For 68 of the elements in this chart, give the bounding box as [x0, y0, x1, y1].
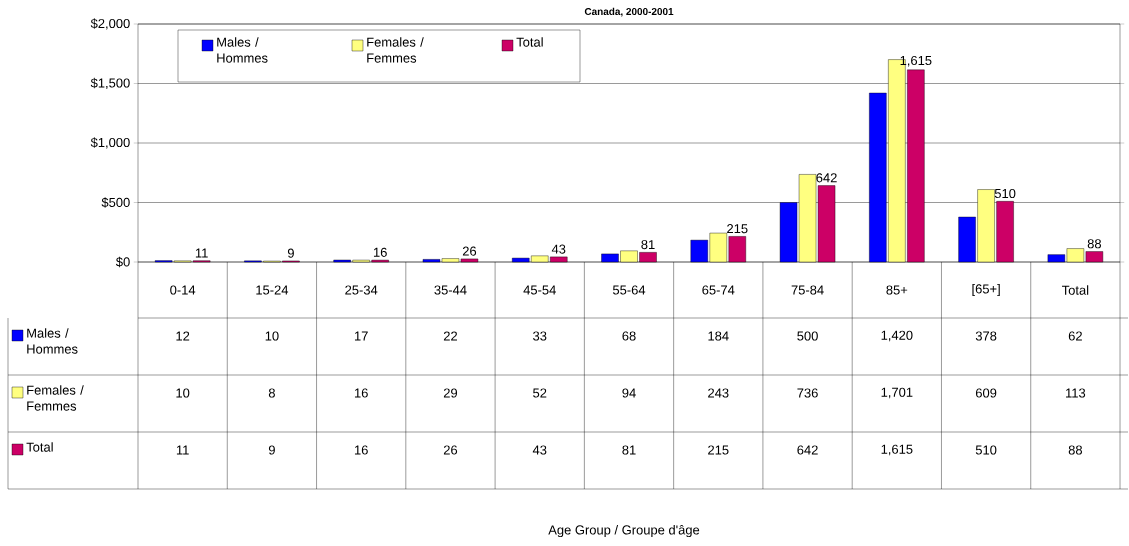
data-label: 500: [797, 331, 818, 341]
data-label: 88: [1068, 445, 1083, 455]
data-label: 43: [532, 445, 547, 455]
y-tick-label: $1,500: [90, 77, 130, 90]
x-tick-label: 15-24: [256, 285, 289, 295]
text: Females / Femmes: [27, 385, 84, 411]
data-label: 22: [443, 331, 457, 341]
text: Age Group / Groupe d'âge: [548, 524, 700, 538]
data-label: 16: [354, 445, 368, 455]
data-label: 26: [443, 445, 458, 455]
x-tick-label: 55-64: [612, 285, 646, 295]
x-tick-label: 0-14: [170, 285, 196, 295]
x-tick-label: 35-44: [434, 285, 467, 295]
data-label: 68: [622, 331, 636, 341]
data-label: 8: [268, 388, 275, 398]
data-label: 1,615: [881, 444, 913, 456]
x-tick-label: 85+: [886, 285, 908, 295]
text: 26: [462, 246, 477, 256]
data-label: 16: [354, 388, 368, 398]
x-tick-label: 75-84: [791, 285, 824, 295]
data-label: 12: [176, 331, 190, 341]
y-tick-label: $1,000: [90, 137, 130, 149]
data-label: 62: [1068, 331, 1082, 341]
data-label: 11: [176, 445, 189, 455]
x-tick-label: 25-34: [345, 285, 378, 295]
text: 215: [727, 224, 748, 234]
text: 16: [373, 247, 387, 257]
text: 81: [641, 239, 655, 250]
text: 642: [816, 173, 837, 183]
data-label: 17: [354, 331, 368, 341]
data-label: 94: [622, 388, 636, 398]
data-label: 10: [176, 388, 190, 398]
text: Males / Hommes: [27, 328, 78, 354]
data-label: 81: [622, 445, 636, 455]
data-label: 113: [1066, 388, 1086, 398]
y-tick-label: $500: [101, 197, 130, 208]
text: 88: [1087, 239, 1102, 249]
data-label: 1,701: [881, 387, 913, 399]
data-label: 609: [975, 388, 997, 398]
x-tick-label: 45-54: [523, 285, 556, 295]
data-label: 10: [265, 331, 279, 341]
data-label: 33: [533, 331, 547, 341]
y-tick-label: $0: [115, 256, 130, 268]
text: 1,615: [900, 55, 932, 67]
text: 43: [551, 244, 566, 254]
text: 510: [994, 188, 1016, 199]
data-label: 9: [268, 445, 275, 455]
chart-title: Canada, 2000-2001: [584, 7, 674, 17]
legend-label: Males / Hommes: [217, 37, 268, 63]
x-tick-label: Total: [1061, 285, 1089, 295]
legend-label: Total: [516, 37, 543, 47]
data-label: 510: [975, 445, 997, 455]
data-label: 378: [975, 331, 997, 341]
text: Total: [26, 442, 53, 452]
data-label: 52: [533, 388, 547, 398]
text: 9: [287, 248, 294, 258]
y-tick-label: $2,000: [90, 18, 130, 30]
text: 11: [195, 248, 208, 258]
legend-label: Females / Femmes: [367, 37, 424, 63]
data-label: 1,420: [881, 330, 913, 342]
data-label: 184: [708, 331, 729, 341]
data-label: 243: [708, 388, 729, 398]
data-label: 215: [708, 445, 729, 455]
data-label: 736: [797, 388, 818, 398]
data-label: 29: [443, 388, 458, 398]
x-tick-label: [65+]: [972, 283, 1000, 297]
data-label: 642: [797, 445, 818, 455]
x-tick-label: 65-74: [702, 285, 735, 295]
